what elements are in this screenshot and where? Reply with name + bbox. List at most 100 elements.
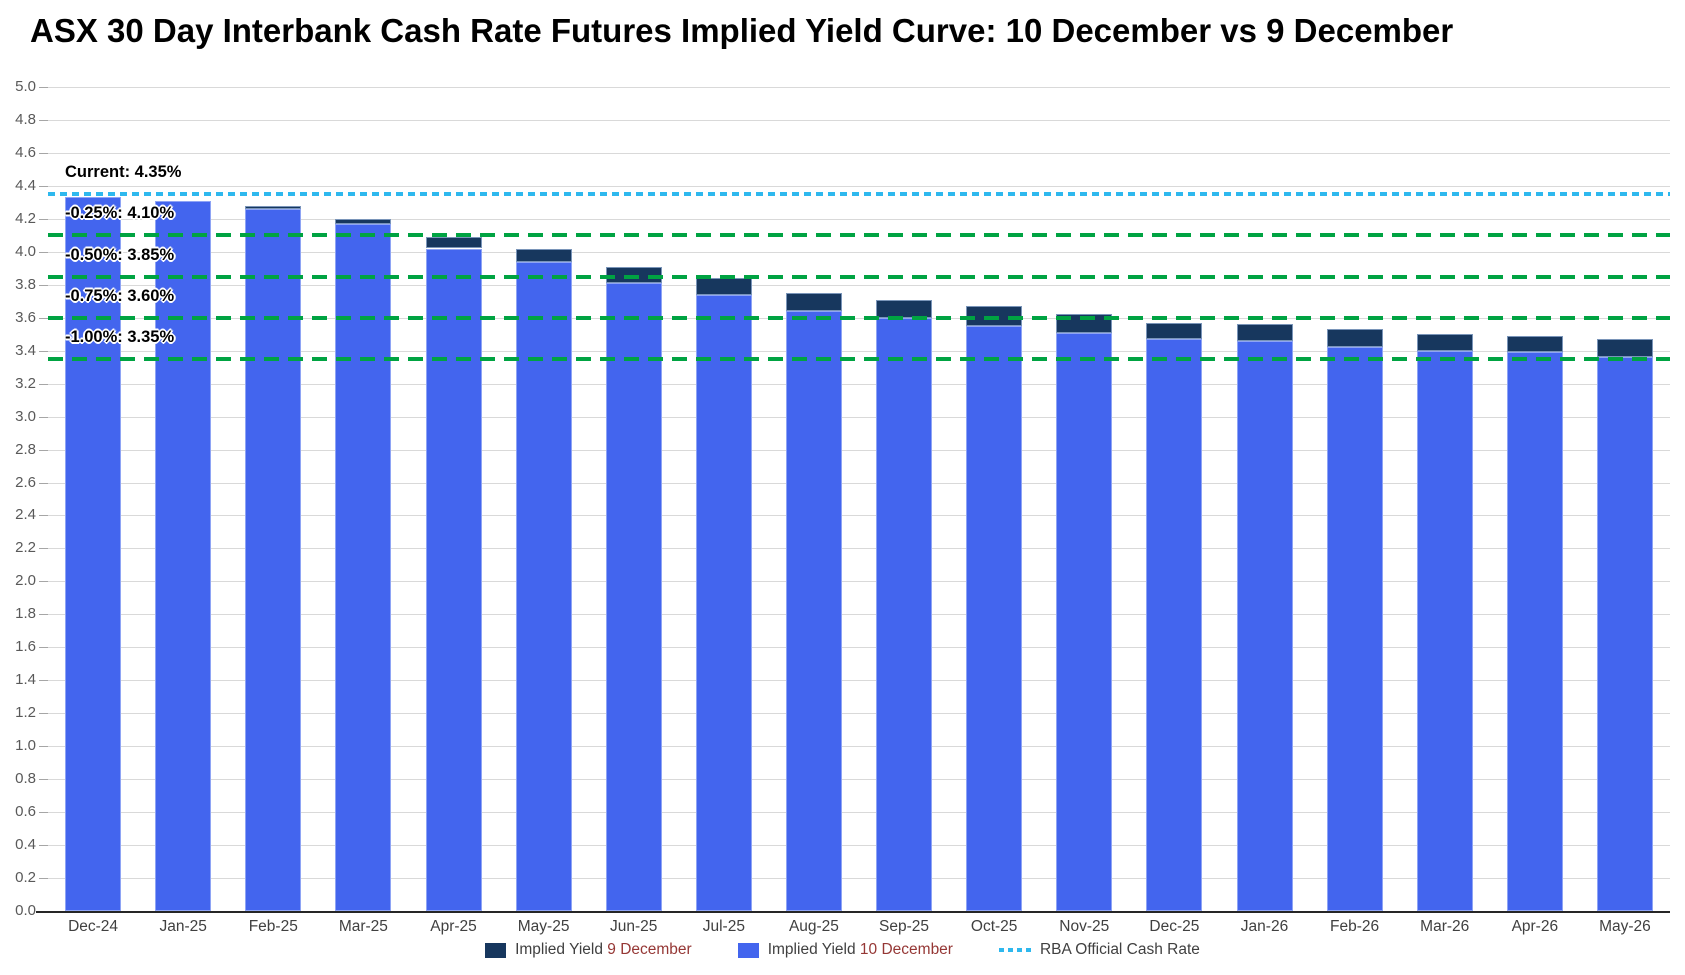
- x-axis-label: May-25: [517, 918, 570, 935]
- x-axis-label: Jul-25: [702, 918, 745, 935]
- gridline: [48, 218, 1670, 220]
- x-axis-label: Nov-25: [1059, 918, 1110, 935]
- y-axis-tick: [39, 218, 48, 220]
- y-axis-tick-label: 0.6: [15, 803, 36, 821]
- reference-line-current-4-35-: [48, 192, 1670, 197]
- y-axis-tick-label: 3.4: [15, 341, 36, 359]
- bar-implied-yield-9dec-Jul-25: [695, 278, 752, 295]
- y-axis-tick-label: 4.2: [15, 209, 36, 227]
- reference-line--1-00-3-35-: [48, 356, 1670, 361]
- bar-implied-yield-10dec-May-25: [515, 261, 572, 911]
- y-axis-tick: [39, 713, 48, 715]
- reference-line-label: -1.00%: 3.35%: [65, 327, 175, 346]
- y-axis-tick: [39, 416, 48, 418]
- y-axis-tick-label: 2.4: [15, 506, 36, 524]
- bar-implied-yield-10dec-Oct-25: [966, 325, 1023, 911]
- x-axis-label: Apr-25: [430, 918, 477, 935]
- bar-implied-yield-9dec-May-26: [1596, 339, 1653, 358]
- y-axis-tick: [39, 548, 48, 550]
- bar-implied-yield-9dec-Mar-26: [1416, 334, 1473, 351]
- gridline: [48, 845, 1670, 847]
- x-axis-label: Aug-25: [788, 918, 839, 935]
- x-axis-label: Oct-25: [970, 918, 1018, 935]
- bar-implied-yield-10dec-Jun-25: [605, 283, 662, 911]
- y-axis-tick: [39, 680, 48, 682]
- bar-implied-yield-9dec-Apr-26: [1506, 335, 1563, 353]
- bar-implied-yield-9dec-Jan-26: [1236, 324, 1293, 341]
- gridline: [48, 350, 1670, 352]
- y-axis-tick-label: 4.8: [15, 110, 36, 128]
- y-axis-tick-label: 1.4: [15, 671, 36, 689]
- legend-item-rba-cash-rate: RBA Official Cash Rate: [998, 941, 1200, 959]
- bar-implied-yield-10dec-Mar-25: [335, 223, 392, 911]
- y-axis-tick-label: 4.4: [15, 176, 36, 194]
- bar-implied-yield-10dec-Jul-25: [695, 294, 752, 911]
- bar-implied-yield-10dec-Nov-25: [1056, 332, 1113, 911]
- y-axis-tick: [39, 746, 48, 748]
- x-axis-label: May-26: [1599, 918, 1651, 935]
- y-axis-tick-label: 0.0: [15, 902, 36, 919]
- gridline: [48, 251, 1670, 253]
- gridline: [48, 878, 1670, 880]
- gridline: [48, 746, 1670, 748]
- y-axis-tick-label: 1.8: [15, 605, 36, 623]
- bar-implied-yield-9dec-Dec-25: [1146, 322, 1203, 340]
- legend-label: Implied Yield 9 December: [515, 941, 692, 958]
- gridline: [48, 812, 1670, 814]
- y-axis-tick: [39, 614, 48, 616]
- reference-line-label: Current: 4.35%: [65, 163, 182, 182]
- reference-line-label: -0.75%: 3.60%: [65, 286, 175, 305]
- y-axis-tick-label: 1.2: [15, 704, 36, 722]
- reference-line-label: -0.25%: 4.10%: [65, 204, 175, 223]
- bar-implied-yield-9dec-Mar-25: [335, 218, 392, 224]
- bar-implied-yield-10dec-May-26: [1596, 357, 1653, 911]
- x-axis-label: Dec-25: [1149, 918, 1200, 935]
- y-axis-tick: [39, 317, 48, 319]
- y-axis-tick-label: 2.8: [15, 440, 36, 458]
- y-axis-tick-label: 0.4: [15, 836, 36, 854]
- y-axis-tick: [39, 581, 48, 583]
- y-axis-tick: [39, 119, 48, 121]
- x-axis-label: Jan-25: [159, 918, 207, 935]
- bar-implied-yield-10dec-Jan-26: [1236, 340, 1293, 911]
- gridline: [48, 152, 1670, 154]
- y-axis-tick: [39, 515, 48, 517]
- chart-legend: Implied Yield 9 December Implied Yield 1…: [0, 941, 1685, 959]
- y-axis-tick-label: 2.0: [15, 572, 36, 590]
- y-axis-tick: [39, 87, 48, 88]
- x-axis-label: Jun-25: [610, 918, 658, 935]
- bar-implied-yield-9dec-Apr-25: [425, 236, 482, 249]
- y-axis-tick-label: 0.8: [15, 770, 36, 788]
- y-axis-tick-label: 3.0: [15, 407, 36, 425]
- x-axis-label: Sep-25: [879, 918, 930, 935]
- gridline: [48, 581, 1670, 583]
- y-axis-tick-label: 2.2: [15, 539, 36, 557]
- x-axis-label: Mar-25: [338, 918, 388, 935]
- legend-item-10-december: Implied Yield 10 December: [737, 941, 953, 959]
- gridline: [48, 416, 1670, 418]
- gridline: [48, 680, 1670, 682]
- reference-line-label: -0.50%: 3.85%: [65, 245, 175, 264]
- gridline: [48, 647, 1670, 649]
- x-axis-label: Apr-26: [1511, 918, 1559, 935]
- legend-label: RBA Official Cash Rate: [1039, 941, 1200, 958]
- gridline: [48, 713, 1670, 715]
- bar-implied-yield-9dec-Feb-26: [1326, 329, 1383, 348]
- y-axis-tick-label: 4.6: [15, 143, 36, 161]
- cyan-dashed-line-icon: [998, 948, 1031, 952]
- x-axis-line: [36, 911, 1670, 913]
- gridline: [48, 515, 1670, 517]
- legend-item-9-december: Implied Yield 9 December: [485, 941, 692, 959]
- bar-implied-yield-10dec-Aug-25: [785, 311, 842, 911]
- bar-implied-yield-10dec-Jan-25: [155, 200, 212, 911]
- bar-implied-yield-10dec-Apr-25: [425, 248, 482, 911]
- y-axis-tick-label: 2.6: [15, 473, 36, 491]
- y-axis-tick-label: 3.8: [15, 275, 36, 293]
- y-axis-tick-label: 3.2: [15, 374, 36, 392]
- y-axis-tick-label: 1.6: [15, 638, 36, 656]
- y-axis-tick-label: 4.0: [15, 242, 36, 260]
- y-axis-tick: [39, 251, 48, 253]
- gridline: [48, 449, 1670, 451]
- y-axis-tick-label: 5.0: [15, 78, 36, 95]
- bar-implied-yield-10dec-Mar-26: [1416, 350, 1473, 911]
